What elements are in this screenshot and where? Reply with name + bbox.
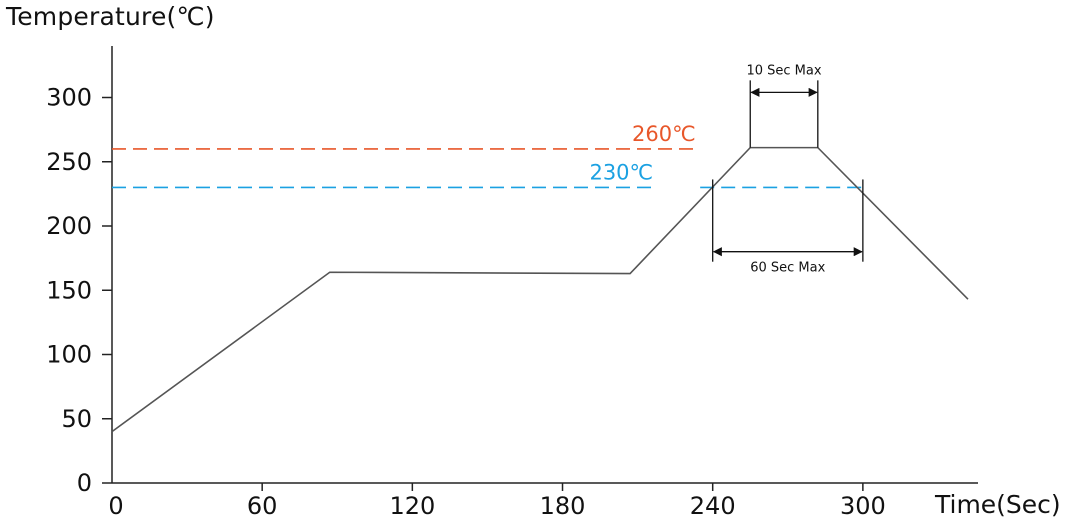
y-axis-label: Temperature(℃) xyxy=(6,2,215,31)
reference-line-label: 260℃ xyxy=(632,122,696,146)
y-tick-label: 200 xyxy=(46,212,92,240)
y-tick-label: 300 xyxy=(46,84,92,112)
annotation-label: 60 Sec Max xyxy=(750,261,825,276)
x-tick-label: 0 xyxy=(108,492,123,520)
annotation-label: 10 Sec Max xyxy=(746,63,821,78)
y-tick-label: 100 xyxy=(46,341,92,369)
x-tick-label: 180 xyxy=(540,492,586,520)
x-tick-label: 60 xyxy=(247,492,278,520)
y-tick-label: 250 xyxy=(46,148,92,176)
reference-line-label: 230℃ xyxy=(589,160,653,184)
series-line xyxy=(111,146,969,433)
x-tick-label: 240 xyxy=(690,492,736,520)
y-tick-label: 50 xyxy=(61,405,92,433)
x-axis-label: Time(Sec) xyxy=(935,490,1061,519)
y-tick-label: 150 xyxy=(46,276,92,304)
x-tick-label: 120 xyxy=(389,492,435,520)
x-tick-label: 300 xyxy=(840,492,886,520)
y-tick-label: 0 xyxy=(77,469,92,497)
